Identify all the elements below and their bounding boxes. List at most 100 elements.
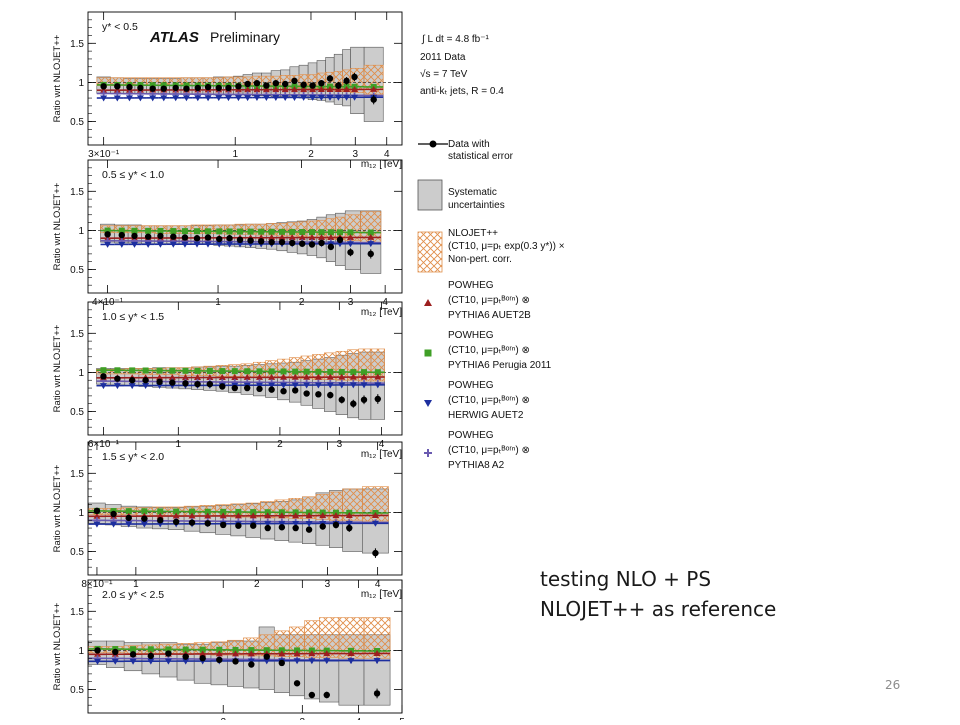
powheg_pythia6_auet2b-marker [231,373,239,380]
data-point [204,234,212,241]
powheg_pythia6_auet2b-marker [93,512,101,519]
panel-frame [87,159,403,294]
powheg_herwig-marker [263,658,271,665]
powheg_pythia6_perugia-marker [248,647,255,654]
powheg_pythia6_auet2b-marker [319,512,327,519]
data-point [129,651,137,658]
powheg_pythia6_auet2b-marker [156,512,164,519]
data-point [232,658,239,665]
data-point [373,690,381,697]
powheg_pythia6_auet2b-marker [345,512,353,519]
data-point [172,84,179,92]
powheg_pythia6_perugia-marker [118,227,125,234]
powheg_herwig-marker [264,521,272,528]
powheg_pythia6_auet2b-marker [204,512,212,519]
powheg_herwig-marker [172,95,180,102]
powheg_pythia6_perugia-marker [216,228,223,235]
data-point [128,377,136,384]
powheg_herwig-marker [111,658,119,665]
powheg_pythia6_perugia-marker [219,368,226,375]
powheg_pythia6_perugia-marker [142,367,149,374]
powheg_pythia6_auet2b-marker [291,373,299,380]
powheg_pythia6_auet2b-marker [317,86,325,93]
x-tick-label: 1 [133,579,139,590]
data-point [144,233,152,240]
legend-powheg_herwig-text: (CT10, μ=pₜᴮᵒʳⁿ) ⊗ [448,395,530,406]
data-point [278,238,286,246]
powheg_herwig-marker [272,94,280,101]
legend-powheg_pythia6_auet2b-text: PYTHIA6 AUET2B [448,310,531,321]
legend-powheg_pythia6_perugia-text: (CT10, μ=pₜᴮᵒʳⁿ) ⊗ [448,345,530,356]
powheg_pythia6_auet2b-marker [349,373,357,380]
data-point [343,77,350,85]
powheg_pythia6_auet2b-marker [303,373,311,380]
powheg_pythia6_auet2b-marker [268,373,276,380]
x-tick-label: 2 [308,149,314,160]
legend-powheg_pythia6_perugia-marker [424,349,432,357]
powheg_herwig-marker [160,95,168,102]
powheg_pythia6_perugia-marker [104,227,111,234]
powheg_pythia6_auet2b-marker [343,85,351,92]
powheg_herwig-marker [290,94,298,101]
data-point [93,507,101,515]
data-point [244,80,251,88]
legend-powheg_pythia8-text: (CT10, μ=pₜᴮᵒʳⁿ) ⊗ [448,445,530,456]
powheg_herwig-marker [156,521,164,528]
powheg_pythia6_perugia-marker [194,228,201,235]
powheg_herwig-marker [373,658,381,665]
powheg_herwig-marker [292,521,300,528]
powheg_pythia6_perugia-marker [280,368,287,375]
powheg_herwig-marker [253,95,261,102]
powheg_pythia6_perugia-marker [268,228,275,235]
powheg_pythia6_auet2b-marker [332,512,340,519]
caption-line-2: NLOJET++ as reference [540,597,777,621]
info-line: anti-kₜ jets, R = 0.4 [420,86,504,97]
powheg_herwig-marker [125,95,133,102]
powheg_herwig-marker [156,241,164,248]
powheg_pythia6_auet2b-marker [247,650,255,657]
data-point [326,75,334,82]
powheg_pythia6_auet2b-marker [326,86,334,93]
data-point [319,523,326,530]
x-tick-label: 3×10⁻¹ [88,149,120,160]
data-point [165,650,172,657]
x-tick-label: 3 [325,579,331,590]
powheg_pythia6_perugia-marker [182,646,189,653]
powheg_herwig-marker [371,520,379,527]
data-point [94,647,101,654]
powheg_pythia6_auet2b-marker [314,373,322,380]
powheg_herwig-marker [300,94,308,101]
status-label: Preliminary [210,29,280,45]
legend-powheg_herwig-marker [424,400,432,407]
powheg_pythia6_perugia-marker [131,227,138,234]
data-point [112,648,119,656]
powheg_pythia6_auet2b-marker [113,86,121,93]
powheg_pythia6_auet2b-marker [234,512,242,519]
powheg_pythia6_auet2b-marker [308,650,316,657]
powheg_herwig-marker [334,94,342,101]
caption-line-1: testing NLO + PS [540,567,712,591]
data-point [248,661,255,668]
data-point [114,375,121,382]
data-point [300,81,307,88]
y-tick-label: 0.5 [70,547,84,558]
data-point [289,239,296,247]
powheg_pythia6_auet2b-marker [188,512,196,519]
powheg_pythia6_perugia-marker [141,508,148,515]
data-point [263,653,270,660]
legend-powheg_herwig-text: HERWIG AUET2 [448,410,524,421]
data-point [235,522,242,529]
legend-powheg_pythia6_auet2b-marker [424,299,432,306]
powheg_pythia6_auet2b-marker [243,373,251,380]
panel-frame [87,441,403,576]
powheg_pythia6_auet2b-marker [338,373,346,380]
powheg_pythia6_auet2b-marker [104,234,112,241]
powheg_pythia6_perugia-marker [367,229,374,236]
powheg_herwig-marker [156,382,164,389]
data-point [263,82,270,89]
powheg_pythia6_perugia-marker [318,229,325,236]
powheg_pythia6_perugia-marker [292,368,299,375]
data-point [219,521,227,529]
